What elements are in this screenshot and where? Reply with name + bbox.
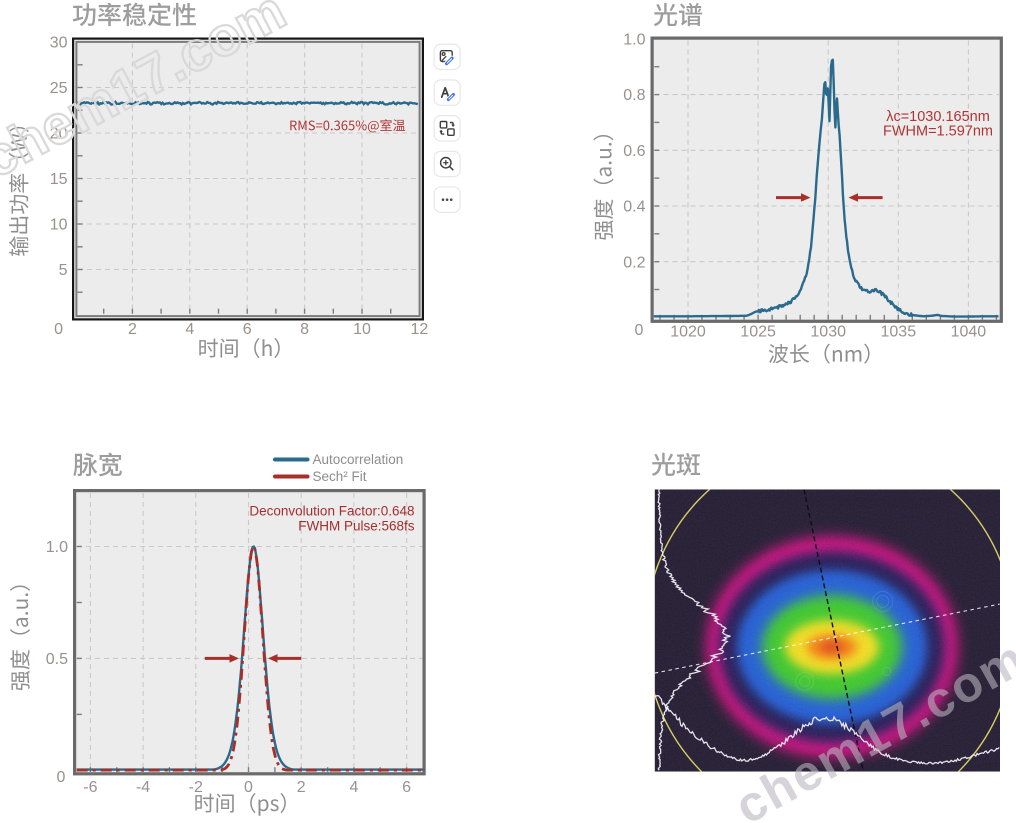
svg-text:10: 10 [50, 217, 68, 234]
svg-text:2: 2 [297, 779, 306, 796]
svg-text:12: 12 [411, 321, 429, 338]
svg-text:FWHM=1.597nm: FWHM=1.597nm [883, 124, 993, 140]
svg-text:0.4: 0.4 [623, 199, 645, 216]
svg-text:10: 10 [353, 321, 371, 338]
svg-text:6: 6 [243, 321, 252, 338]
svg-text:8: 8 [300, 321, 309, 338]
svg-text:1030: 1030 [810, 324, 846, 341]
svg-text:Deconvolution Factor:0.648: Deconvolution Factor:0.648 [249, 504, 414, 519]
svg-text:0: 0 [57, 769, 66, 786]
svg-text:Sech² Fit: Sech² Fit [313, 469, 367, 484]
svg-text:0.2: 0.2 [623, 254, 645, 271]
svg-text:25: 25 [50, 80, 68, 97]
svg-text:30: 30 [50, 35, 68, 52]
svg-text:4: 4 [349, 779, 358, 796]
svg-text:1020: 1020 [670, 324, 706, 341]
svg-text:-6: -6 [83, 779, 97, 796]
svg-text:20: 20 [50, 126, 68, 143]
svg-text:1.0: 1.0 [46, 539, 68, 556]
svg-text:-2: -2 [189, 779, 203, 796]
svg-text:0.5: 0.5 [46, 651, 68, 668]
svg-text:-4: -4 [136, 779, 150, 796]
svg-text:λc=1030.165nm: λc=1030.165nm [886, 109, 990, 125]
svg-text:4: 4 [185, 321, 194, 338]
svg-text:1.0: 1.0 [623, 32, 645, 49]
svg-text:1040: 1040 [951, 324, 987, 341]
svg-text:FWHM Pulse:568fs: FWHM Pulse:568fs [298, 518, 415, 533]
svg-text:15: 15 [50, 171, 68, 188]
svg-text:5: 5 [59, 262, 68, 279]
svg-text:0: 0 [54, 321, 63, 338]
svg-text:0: 0 [634, 322, 643, 339]
svg-text:2: 2 [128, 321, 137, 338]
svg-text:1035: 1035 [881, 324, 917, 341]
svg-text:0: 0 [244, 779, 253, 796]
svg-text:0.6: 0.6 [623, 143, 645, 160]
svg-text:6: 6 [402, 779, 411, 796]
svg-text:1025: 1025 [740, 324, 776, 341]
svg-text:Autocorrelation: Autocorrelation [313, 452, 404, 467]
svg-text:0.8: 0.8 [623, 87, 645, 104]
